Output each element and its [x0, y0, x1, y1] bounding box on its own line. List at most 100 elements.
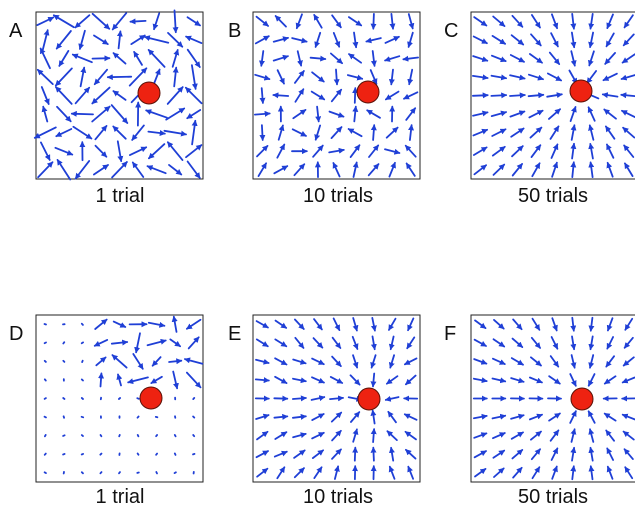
field-arrow [384, 90, 400, 101]
field-arrow [570, 161, 577, 179]
field-arrow [331, 14, 342, 29]
field-arrow [509, 74, 526, 81]
field-arrow [293, 467, 305, 479]
field-arrow [352, 354, 359, 369]
field-arrow [492, 449, 506, 459]
field-arrow [387, 410, 397, 424]
field-arrow [510, 357, 524, 366]
field-arrow [491, 413, 507, 420]
field-arrow [529, 413, 543, 421]
field-arrow [384, 148, 401, 155]
field-arrow [331, 336, 342, 349]
field-arrow [255, 320, 269, 329]
field-arrow [352, 87, 359, 104]
field-arrow [365, 37, 382, 44]
field-arrow [111, 12, 128, 31]
field-arrow [155, 434, 159, 438]
field-arrow [531, 162, 541, 178]
field-arrow [129, 18, 147, 25]
field-arrow [132, 353, 144, 370]
field-arrow [570, 31, 577, 49]
field-arrow [623, 448, 634, 461]
field-arrow [490, 74, 508, 81]
field-arrow [185, 35, 203, 44]
field-arrow [93, 164, 109, 176]
field-arrow [131, 124, 145, 141]
field-arrow [155, 452, 159, 456]
field-arrow [99, 471, 103, 475]
field-arrow [256, 144, 269, 158]
field-arrow [254, 73, 271, 81]
field-arrow [143, 35, 170, 44]
field-arrow [388, 465, 396, 480]
field-arrow [624, 162, 634, 178]
goal-marker-d [139, 386, 163, 410]
field-arrow [588, 354, 595, 369]
field-arrow [80, 378, 84, 382]
field-arrow [606, 13, 614, 30]
field-arrow [313, 466, 323, 480]
field-arrow [147, 321, 166, 328]
field-arrow [94, 318, 108, 330]
field-arrow [588, 316, 595, 332]
field-arrow [405, 107, 417, 121]
vector-field-e [254, 316, 419, 481]
field-arrow [259, 124, 266, 141]
field-arrow [332, 162, 341, 178]
field-arrow [491, 357, 506, 366]
field-arrow [293, 318, 305, 330]
field-arrow [128, 146, 148, 157]
field-arrow [624, 317, 634, 331]
field-arrow [136, 452, 140, 456]
field-arrow [150, 375, 163, 385]
field-arrow [80, 397, 84, 400]
field-arrow [173, 433, 177, 438]
field-arrow [366, 109, 381, 119]
field-arrow [549, 429, 560, 442]
field-arrow [276, 466, 286, 480]
field-arrow [588, 428, 595, 443]
field-arrow [276, 69, 285, 85]
goal-marker-c [569, 79, 593, 103]
field-arrow [312, 144, 324, 158]
field-arrow [274, 431, 288, 440]
field-arrow [99, 434, 103, 438]
panel-c: C 50 trials [444, 11, 635, 207]
field-arrow [43, 415, 47, 419]
field-arrow [292, 109, 307, 120]
field-arrow [530, 144, 542, 159]
field-arrow [116, 373, 123, 387]
field-arrow [112, 52, 127, 65]
field-arrow [352, 105, 359, 123]
field-arrow [293, 449, 306, 459]
field-arrow [184, 86, 203, 105]
field-arrow [367, 163, 380, 177]
field-arrow [309, 55, 327, 62]
field-arrow [33, 126, 57, 139]
field-arrow [134, 332, 141, 354]
field-arrow [62, 341, 66, 345]
goal-marker-b [356, 80, 380, 104]
field-arrow [551, 465, 558, 480]
field-arrow [99, 452, 103, 456]
field-arrow [404, 430, 417, 441]
field-arrow [311, 449, 325, 460]
field-arrow [491, 145, 506, 157]
field-arrow [291, 413, 307, 420]
field-arrow [62, 452, 66, 456]
field-arrow [385, 375, 399, 385]
field-arrow [490, 110, 507, 117]
field-arrow [620, 74, 635, 81]
field-arrow [472, 377, 488, 384]
field-arrow [548, 412, 561, 422]
field-arrow [606, 336, 614, 350]
field-arrow [292, 358, 307, 365]
field-arrow [472, 413, 488, 420]
field-arrow [80, 471, 84, 475]
field-arrow [112, 90, 127, 101]
field-arrow [349, 374, 361, 386]
field-arrow [472, 128, 489, 137]
field-arrow [44, 433, 47, 438]
field-arrow [352, 446, 359, 462]
